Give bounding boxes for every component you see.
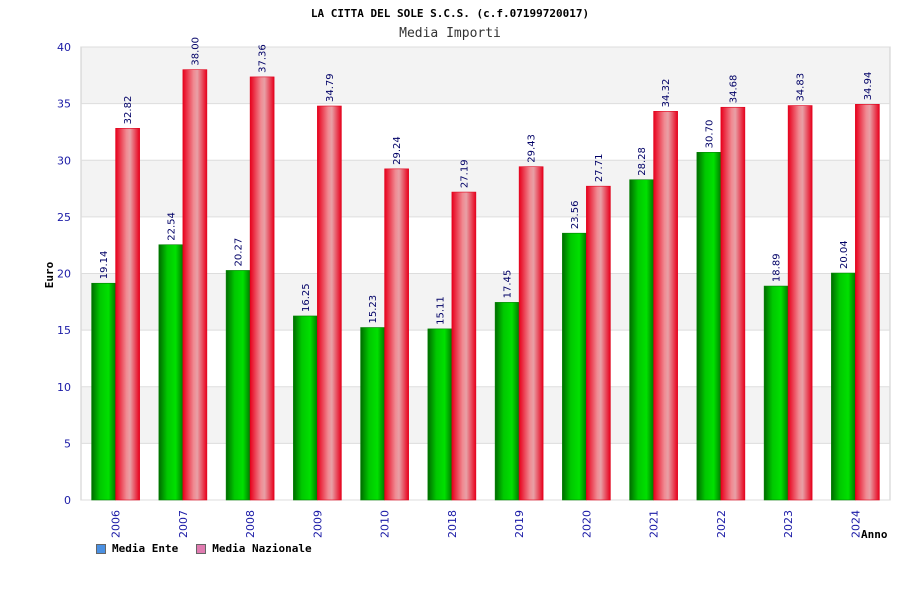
y-tick-label: 25 <box>57 211 71 224</box>
bar-nazionale-2023 <box>787 105 813 501</box>
grid-band <box>81 273 890 331</box>
x-tick-label: 2006 <box>110 510 123 538</box>
x-tick-label: 2008 <box>244 510 257 538</box>
bar-ente-2021 <box>629 179 654 501</box>
bar-ente-2007 <box>158 244 184 501</box>
y-tick-label: 5 <box>64 437 71 450</box>
x-tick-label: 2024 <box>849 510 862 538</box>
x-tick-label: 2009 <box>311 510 324 538</box>
data-label: 34.32 <box>661 79 672 108</box>
grid-band <box>81 216 890 274</box>
x-tick-label: 2020 <box>580 510 593 538</box>
data-label: 19.14 <box>99 251 110 280</box>
y-axis-label: Euro <box>43 261 56 288</box>
chart-subtitle: Media Importi <box>399 26 501 41</box>
legend-swatch-ente <box>96 543 106 554</box>
data-label: 27.19 <box>459 159 470 188</box>
bar-ente-2024 <box>831 272 856 501</box>
x-tick-label: 2019 <box>513 510 526 538</box>
bar-nazionale-2019 <box>518 166 544 501</box>
grid-band <box>81 443 890 500</box>
data-label: 18.89 <box>772 253 783 282</box>
x-tick-label: 2018 <box>446 510 459 538</box>
x-tick-label: 2007 <box>177 510 190 538</box>
data-label: 34.79 <box>325 73 336 102</box>
y-tick-label: 10 <box>57 381 71 394</box>
bar-nazionale-2006 <box>115 128 140 501</box>
data-label: 30.70 <box>704 120 715 149</box>
x-tick-label: 2010 <box>379 510 392 538</box>
y-tick-label: 15 <box>57 324 71 337</box>
data-label: 16.25 <box>301 283 312 312</box>
x-axis-label: Anno <box>861 528 888 541</box>
legend-label-ente: Media Ente <box>112 542 179 555</box>
bar-nazionale-2009 <box>317 105 342 501</box>
x-tick-label: 2022 <box>715 510 728 538</box>
bars: 19.14 32.82 22.54 38.00 20.27 37.36 16.25 34.79… <box>91 37 880 501</box>
bar-ente-2018 <box>427 328 453 501</box>
bar-nazionale-2024 <box>855 104 880 501</box>
data-label: 37.36 <box>258 44 269 73</box>
x-axis-ticks: 2006 2007 2008 2009 2010 2018 2019 2020 2021 2022… <box>110 510 863 538</box>
bar-ente-2019 <box>494 302 520 501</box>
y-tick-label: 40 <box>57 41 71 54</box>
bar-ente-2009 <box>293 315 318 501</box>
y-tick-label: 20 <box>57 268 71 281</box>
bar-ente-2008 <box>225 270 251 501</box>
bar-ente-2020 <box>562 232 587 501</box>
data-label: 34.94 <box>863 72 874 101</box>
legend: Media Ente Media Nazionale <box>96 542 312 555</box>
grid-lines <box>81 46 890 501</box>
data-label: 23.56 <box>570 201 581 230</box>
y-tick-label: 35 <box>57 98 71 111</box>
chart-title: LA CITTA DEL SOLE S.C.S. (c.f.0719972001… <box>311 7 589 20</box>
bar-ente-2022 <box>696 152 722 501</box>
y-axis-ticks: 0 5 10 15 20 25 30 35 40 <box>57 41 71 507</box>
bar-ente-2006 <box>91 282 116 501</box>
x-tick-label: 2021 <box>648 510 661 538</box>
bar-nazionale-2010 <box>384 168 409 501</box>
legend-label-nazionale: Media Nazionale <box>212 542 312 555</box>
data-label: 29.24 <box>392 136 403 165</box>
data-label: 15.23 <box>368 295 379 324</box>
data-label: 28.28 <box>637 147 648 176</box>
grid-band <box>81 47 890 104</box>
data-label: 20.27 <box>234 238 245 267</box>
legend-item-nazionale: Media Nazionale <box>196 542 312 555</box>
y-tick-label: 30 <box>57 154 71 167</box>
data-label: 34.68 <box>728 75 739 104</box>
grid-band <box>81 330 890 387</box>
data-label: 29.43 <box>527 134 538 163</box>
data-label: 20.04 <box>839 240 850 269</box>
data-label: 22.54 <box>166 212 177 241</box>
data-label: 17.45 <box>503 270 514 299</box>
bar-nazionale-2008 <box>249 76 275 501</box>
data-label: 38.00 <box>190 37 201 66</box>
bar-ente-2023 <box>763 285 789 501</box>
data-label: 27.71 <box>594 154 605 183</box>
x-tick-label: 2023 <box>782 510 795 538</box>
legend-swatch-nazionale <box>196 543 207 554</box>
bar-nazionale-2020 <box>586 185 611 501</box>
data-label: 15.11 <box>435 296 446 325</box>
bar-nazionale-2021 <box>653 111 678 501</box>
bar-nazionale-2022 <box>720 106 746 501</box>
plot-area <box>80 46 891 501</box>
bar-ente-2010 <box>360 327 385 501</box>
grid-band <box>81 103 890 161</box>
data-label: 32.82 <box>123 96 134 125</box>
legend-item-ente: Media Ente <box>96 542 178 555</box>
bar-nazionale-2018 <box>451 191 477 501</box>
y-tick-label: 0 <box>64 494 71 507</box>
grid-band <box>81 386 890 444</box>
data-label: 34.83 <box>796 73 807 102</box>
bar-nazionale-2007 <box>182 69 208 501</box>
grid-band <box>81 160 890 217</box>
